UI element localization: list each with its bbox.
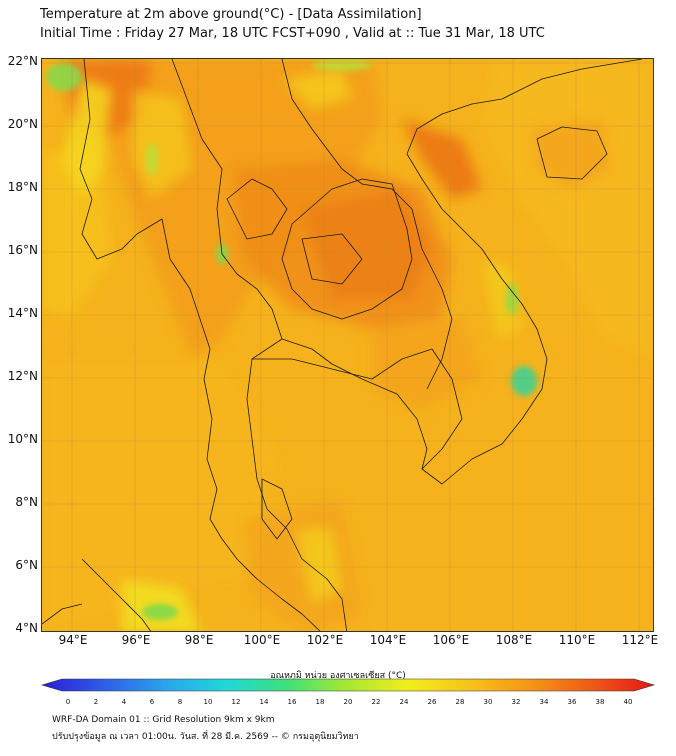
colorbar-tick-label: 20 (344, 698, 353, 706)
colorbar-tick-label: 6 (150, 698, 155, 706)
colorbar-tick-label: 12 (232, 698, 241, 706)
colorbar-tick-label: 16 (288, 698, 297, 706)
colorbar-tick-label: 4 (122, 698, 127, 706)
colorbar-tick-label: 8 (178, 698, 182, 706)
colorbar-tick-label: 32 (512, 698, 521, 706)
lon-tick: 112°E (621, 633, 659, 647)
lat-tick: 14°N (7, 306, 38, 320)
graticule (42, 59, 653, 631)
lon-tick: 98°E (184, 633, 214, 647)
coastlines-borders (42, 59, 643, 631)
colorbar-strip (40, 678, 656, 692)
lon-tick: 104°E (369, 633, 407, 647)
colorbar-tick-label: 36 (568, 698, 577, 706)
lat-tick: 20°N (7, 117, 38, 131)
lat-tick: 4°N (15, 621, 38, 635)
lon-tick: 94°E (58, 633, 88, 647)
lat-tick: 22°N (7, 54, 38, 68)
temperature-map (41, 58, 654, 632)
footer-update-info: ปรับปรุงข้อมูล ณ เวลา 01:00น. วันส. ที่ … (52, 732, 359, 742)
lon-tick: 108°E (495, 633, 533, 647)
lon-tick: 110°E (558, 633, 596, 647)
map-title: Temperature at 2m above ground(°C) - [Da… (40, 7, 422, 22)
lon-tick: 100°E (243, 633, 281, 647)
colorbar-tick-label: 14 (260, 698, 269, 706)
colorbar-tick-label: 40 (624, 698, 633, 706)
colorbar-tick-label: 26 (428, 698, 437, 706)
lat-tick: 18°N (7, 180, 38, 194)
lat-tick: 12°N (7, 369, 38, 383)
colorbar-tick-label: 34 (540, 698, 549, 706)
colorbar-tick-label: 18 (316, 698, 325, 706)
lon-tick: 102°E (306, 633, 344, 647)
lat-tick: 6°N (15, 558, 38, 572)
temperature-field (42, 59, 653, 631)
colorbar-tick-label: 10 (204, 698, 213, 706)
lat-tick: 8°N (15, 495, 38, 509)
colorbar-tick-label: 24 (400, 698, 409, 706)
lon-tick: 106°E (432, 633, 470, 647)
lon-tick: 96°E (121, 633, 151, 647)
footer-resolution: WRF-DA Domain 01 :: Grid Resolution 9km … (52, 715, 275, 725)
colorbar-tick-label: 0 (66, 698, 70, 706)
lat-tick: 16°N (7, 243, 38, 257)
colorbar-tick-label: 38 (596, 698, 605, 706)
colorbar: 0 2 4 6 8 10 12 14 16 18 20 22 24 26 28 30 32 34 36 38 40 (40, 678, 656, 706)
colorbar-tick-label: 28 (456, 698, 465, 706)
lat-tick: 10°N (7, 432, 38, 446)
colorbar-tick-label: 2 (94, 698, 98, 706)
colorbar-title: อุณหภูมิ หน่วย องศาเซลเซียส (°C) (270, 671, 406, 681)
colorbar-tick-label: 22 (372, 698, 381, 706)
colorbar-tick-label: 30 (484, 698, 493, 706)
map-subtitle: Initial Time : Friday 27 Mar, 18 UTC FCS… (40, 26, 545, 41)
